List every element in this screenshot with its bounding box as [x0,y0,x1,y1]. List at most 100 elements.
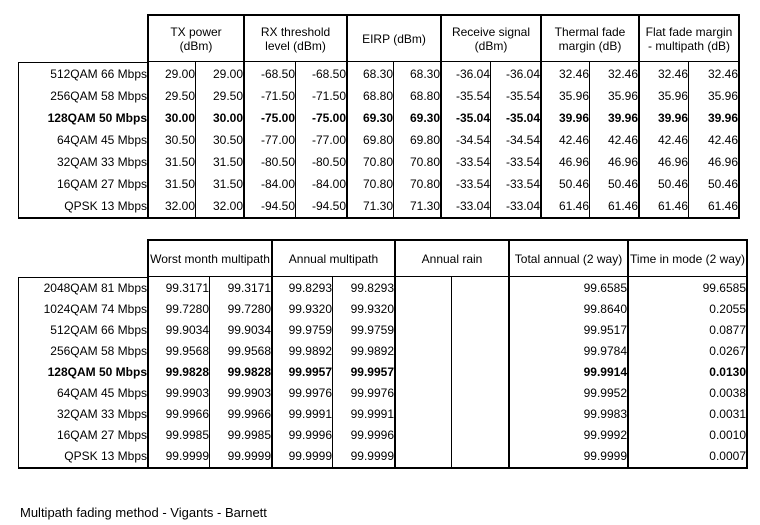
table-cell: 99.9976 [332,383,394,404]
table-cell: 99.9903 [147,383,209,404]
table-cell: 42.46 [589,129,638,151]
table-cell: -33.04 [440,195,490,219]
row-label: QPSK 13 Mbps [18,446,147,469]
table-row: 32QAM 33 Mbps 31.50 31.50 -80.50 -80.50 70.80… [18,151,740,173]
table-row: 32QAM 33 Mbps 99.9966 99.9966 99.9991 99.999… [18,404,748,425]
table-cell: 99.9320 [271,299,332,320]
table-row: 2048QAM 81 Mbps 99.3171 99.3171 99.8293 99.8… [18,277,748,299]
table-cell: -34.54 [490,129,540,151]
col-group-total-annual: Total annual (2 way) [508,239,627,277]
table-cell: 71.30 [346,195,393,219]
table-cell: -71.50 [295,85,346,107]
table-cell: 30.50 [147,129,195,151]
table-cell: 99.9892 [271,341,332,362]
row-label: 64QAM 45 Mbps [18,129,147,151]
table-cell: 70.80 [393,173,440,195]
table-cell: -94.50 [295,195,346,219]
table-cell: 35.96 [638,85,688,107]
table-cell: 35.96 [688,85,740,107]
table-cell: 69.80 [393,129,440,151]
table-cell: 46.96 [540,151,589,173]
row-label: 256QAM 58 Mbps [18,85,147,107]
table-cell: -77.00 [295,129,346,151]
table-cell: 0.0038 [627,383,748,404]
table-row: 1024QAM 74 Mbps 99.7280 99.7280 99.9320 99.9… [18,299,748,320]
table-cell [451,425,508,446]
table-cell: -77.00 [243,129,295,151]
table-cell: -35.04 [440,107,490,129]
table-cell: 99.3171 [147,277,209,299]
table-cell: 99.8293 [332,277,394,299]
row-label: 128QAM 50 Mbps [18,362,147,383]
table-cell: 69.80 [346,129,393,151]
radio-parameters-table: TX power (dBm) RX threshold level (dBm) … [18,14,740,219]
table-row: 256QAM 58 Mbps 99.9568 99.9568 99.9892 99.98… [18,341,748,362]
table-cell: 70.80 [346,173,393,195]
table-cell: 99.9999 [508,446,627,469]
table-cell: 30.00 [147,107,195,129]
table-row: 64QAM 45 Mbps 30.50 30.50 -77.00 -77.00 69.80… [18,129,740,151]
table-cell: -71.50 [243,85,295,107]
table-cell: 0.0267 [627,341,748,362]
table-cell [394,277,451,299]
table-cell: 99.9992 [508,425,627,446]
table-cell: 29.50 [195,85,243,107]
row-label: 16QAM 27 Mbps [18,425,147,446]
table-cell: 99.9991 [271,404,332,425]
table-cell: 0.2055 [627,299,748,320]
table-cell: 39.96 [589,107,638,129]
table-cell: 50.46 [589,173,638,195]
table-cell: 61.46 [688,195,740,219]
col-group-annual-rain: Annual rain [394,239,508,277]
table-cell: 99.9966 [209,404,271,425]
table-cell: 99.7280 [147,299,209,320]
table-cell: 99.9985 [209,425,271,446]
table2-corner-cell [18,239,147,277]
table-cell: -75.00 [295,107,346,129]
col-group-eirp: EIRP (dBm) [346,14,440,62]
table-cell [451,446,508,469]
table-cell: 50.46 [540,173,589,195]
table-cell [394,446,451,469]
table-cell: 99.9759 [271,320,332,341]
table-cell [394,362,451,383]
table-cell: 99.9999 [332,446,394,469]
table-cell [451,404,508,425]
table-cell: -80.50 [243,151,295,173]
table-cell [451,277,508,299]
table-cell: -94.50 [243,195,295,219]
table-cell: -33.54 [490,173,540,195]
table-cell: 99.9517 [508,320,627,341]
table-cell: -84.00 [295,173,346,195]
table-cell: -35.54 [440,85,490,107]
table-cell [394,341,451,362]
table-cell: 70.80 [346,151,393,173]
table-cell [394,299,451,320]
table-cell: -33.54 [490,151,540,173]
table-cell: 29.50 [147,85,195,107]
table-cell: 46.96 [638,151,688,173]
col-group-time-in-mode: Time in mode (2 way) [627,239,748,277]
table-cell: 42.46 [638,129,688,151]
table-cell: -33.54 [440,151,490,173]
table-cell: 42.46 [688,129,740,151]
table-row: 128QAM 50 Mbps 99.9828 99.9828 99.9957 99.99… [18,362,748,383]
table-cell: 31.50 [195,151,243,173]
col-group-tx-power: TX power (dBm) [147,14,243,62]
table-cell: 99.9996 [271,425,332,446]
table-cell: 70.80 [393,151,440,173]
col-group-thermal-fade-margin: Thermal fade margin (dB) [540,14,638,62]
table-cell: 71.30 [393,195,440,219]
row-label: 256QAM 58 Mbps [18,341,147,362]
table-cell: 99.6585 [508,277,627,299]
table-cell: 99.7280 [209,299,271,320]
table-cell: 99.9034 [209,320,271,341]
table-row: 64QAM 45 Mbps 99.9903 99.9903 99.9976 99.997… [18,383,748,404]
table-cell: 32.00 [195,195,243,219]
row-label: 2048QAM 81 Mbps [18,277,147,299]
table-cell: 99.6585 [627,277,748,299]
table-cell [394,425,451,446]
table-cell: 99.9759 [332,320,394,341]
table-cell: 99.9034 [147,320,209,341]
table-cell: 61.46 [638,195,688,219]
